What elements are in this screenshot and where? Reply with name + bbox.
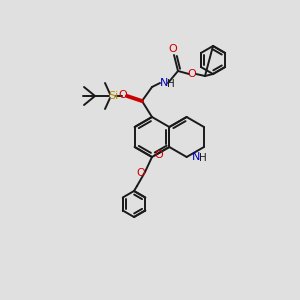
- Text: O: O: [188, 69, 196, 79]
- Text: H: H: [199, 153, 206, 163]
- Text: N: N: [191, 152, 200, 162]
- Text: O: O: [118, 90, 127, 100]
- Text: N: N: [160, 78, 168, 88]
- Text: O: O: [154, 151, 163, 160]
- Text: H: H: [167, 79, 175, 89]
- Text: Si: Si: [108, 91, 118, 101]
- Text: O: O: [136, 168, 146, 178]
- Text: O: O: [169, 44, 177, 54]
